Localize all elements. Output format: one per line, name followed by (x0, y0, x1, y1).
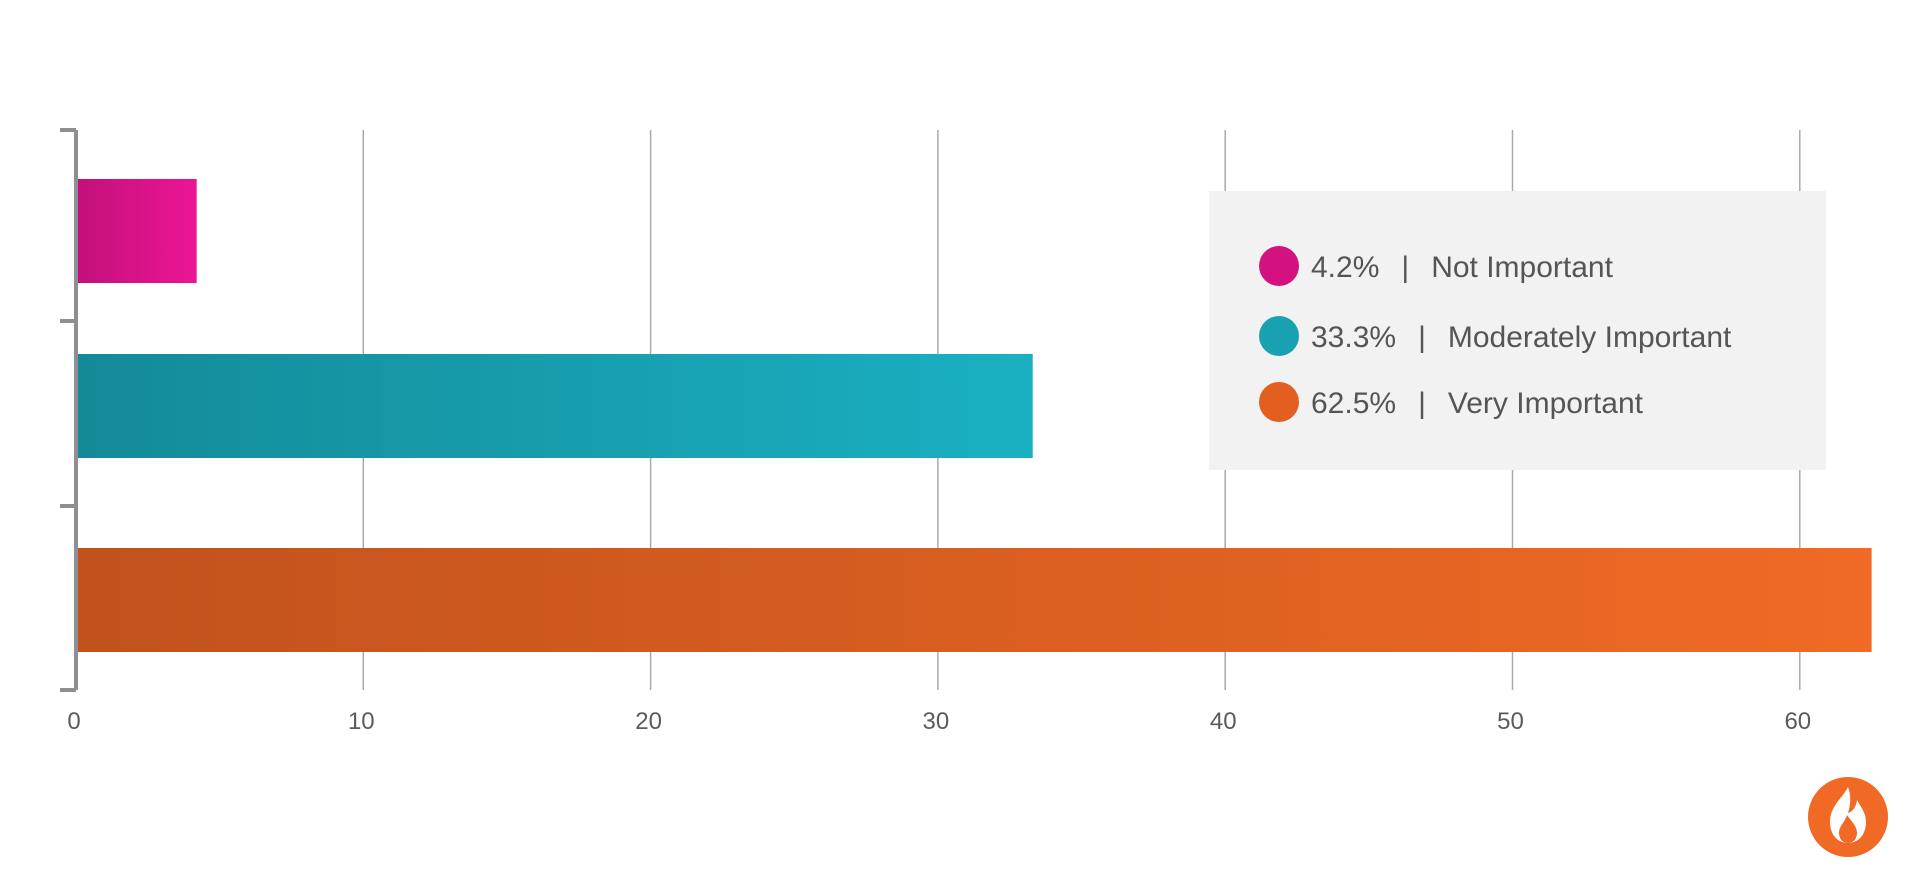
x-tick-label-0: 0 (67, 708, 80, 735)
legend: 4.2% | Not Important 33.3% | Moderately Impor… (1209, 191, 1826, 470)
legend-marker-not-important (1259, 246, 1299, 286)
x-tick-label-10: 10 (348, 708, 375, 735)
legend-entry-moderately-important: 33.3% | Moderately Important (1311, 321, 1732, 354)
legend-entry-not-important: 4.2% | Not Important (1311, 251, 1614, 284)
legend-percent: 33.3% (1311, 321, 1396, 354)
legend-percent: 62.5% (1311, 387, 1396, 420)
bar-moderately-important (76, 354, 1033, 458)
legend-label: Not Important (1431, 251, 1613, 284)
logo (1808, 777, 1888, 857)
x-tick-label-60: 60 (1784, 708, 1811, 735)
x-tick-labels: 0 10 20 30 40 50 60 (67, 708, 1811, 735)
legend-marker-moderately-important (1259, 316, 1299, 356)
legend-percent: 4.2% (1311, 251, 1379, 284)
x-tick-label-30: 30 (923, 708, 950, 735)
legend-label: Moderately Important (1448, 321, 1732, 354)
legend-separator: | (1401, 251, 1409, 284)
legend-marker-very-important (1259, 382, 1299, 422)
x-tick-label-20: 20 (635, 708, 662, 735)
bars (76, 179, 1872, 652)
flame-icon (1830, 787, 1866, 843)
bar-very-important (76, 548, 1872, 652)
y-axis (60, 128, 78, 692)
legend-box (1209, 191, 1826, 470)
logo-circle (1808, 777, 1888, 857)
x-tick-label-50: 50 (1497, 708, 1524, 735)
legend-separator: | (1418, 321, 1426, 354)
legend-separator: | (1418, 387, 1426, 420)
x-tick-label-40: 40 (1210, 708, 1237, 735)
legend-entry-very-important: 62.5% | Very Important (1311, 387, 1644, 420)
legend-label: Very Important (1448, 387, 1644, 420)
bar-not-important (76, 179, 197, 283)
